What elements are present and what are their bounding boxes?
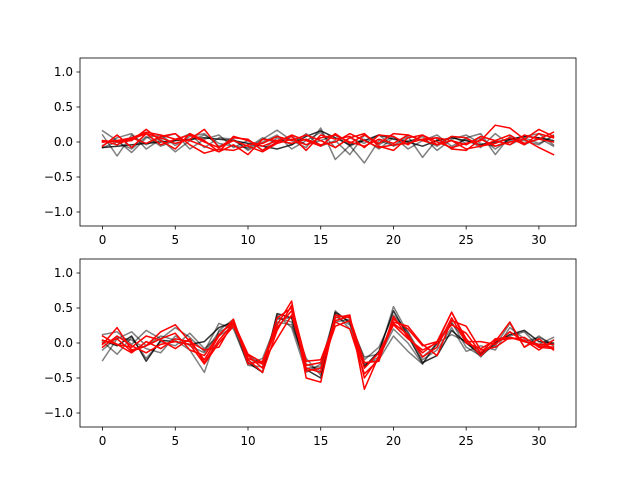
x-tick-label: 10	[240, 233, 255, 247]
x-tick-label: 5	[171, 233, 179, 247]
x-tick-label: 10	[240, 434, 255, 448]
y-tick-label: 0.5	[54, 100, 73, 114]
bottom-subplot: 0 5 10 15 20 25 30 −1.0 −0.5 0.0 0.5 1.0	[44, 258, 577, 448]
series-group	[101, 300, 555, 390]
y-tick-label: −1.0	[44, 205, 73, 219]
y-tick-label: 0.0	[54, 135, 73, 149]
x-tick-label: 20	[386, 434, 401, 448]
y-tick-label: 0.5	[54, 301, 73, 315]
series-line-8	[101, 310, 555, 374]
x-tick-label: 15	[313, 233, 328, 247]
x-tick-label: 25	[459, 434, 474, 448]
y-tick-label: 1.0	[54, 266, 73, 280]
series-line-9	[101, 131, 555, 156]
y-tick-label: −1.0	[44, 406, 73, 420]
y-tick-label: −0.5	[44, 170, 73, 184]
series-line-9	[101, 307, 555, 372]
x-tick-label: 0	[99, 434, 107, 448]
x-tick-label: 30	[531, 233, 546, 247]
x-tick-label: 0	[99, 233, 107, 247]
x-tick-label: 25	[459, 233, 474, 247]
x-tick-label: 20	[386, 233, 401, 247]
x-tick-label: 5	[171, 434, 179, 448]
series-line-5	[101, 300, 555, 390]
x-tick-label: 15	[313, 434, 328, 448]
y-tick-label: −0.5	[44, 371, 73, 385]
series-line-6	[101, 128, 555, 152]
y-tick-label: 1.0	[54, 65, 73, 79]
x-tick-label: 30	[531, 434, 546, 448]
series-line-8	[101, 132, 555, 156]
top-subplot: 0 5 10 15 20 25 30 −1.0 −0.5 0.0 0.5 1.0	[44, 57, 577, 247]
series-group	[101, 124, 555, 164]
y-tick-label: 0.0	[54, 336, 73, 350]
